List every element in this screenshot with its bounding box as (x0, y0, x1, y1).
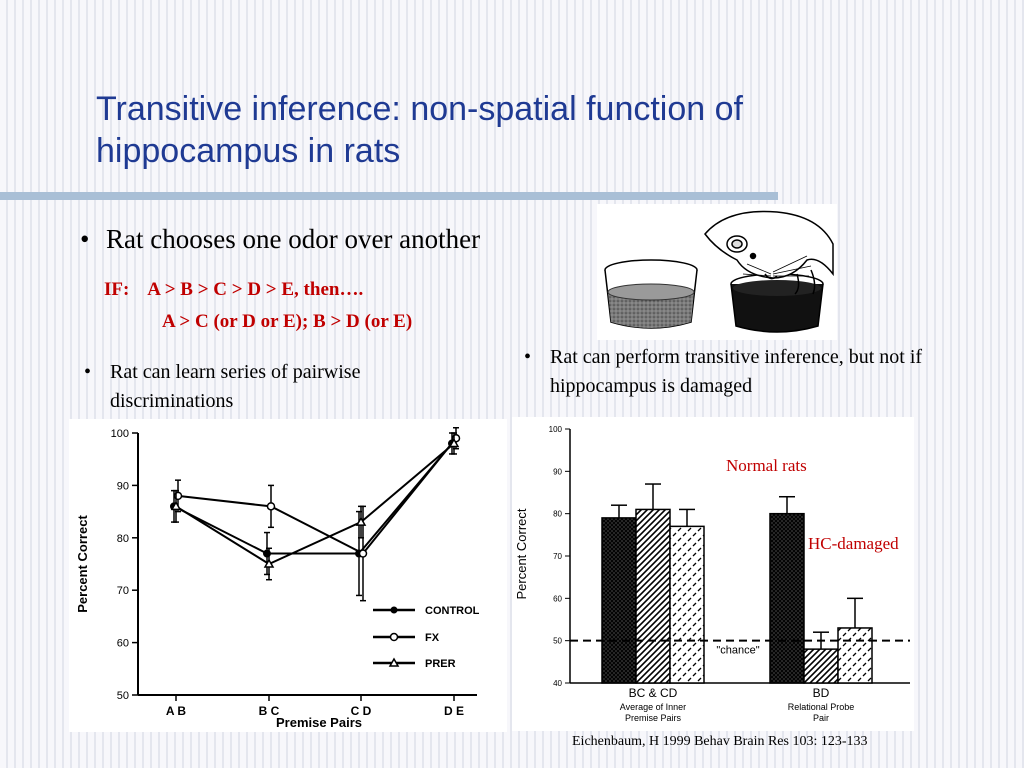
legend-label: FX (425, 632, 440, 644)
group-label: BC & CD (629, 686, 678, 700)
right-bullet: • Rat can perform transitive inference, b… (524, 343, 944, 401)
data-point-fx (266, 502, 276, 511)
y-axis-label: Percent Correct (75, 515, 90, 613)
chance-label-bg (708, 642, 768, 657)
y-tick-label: 90 (553, 467, 562, 476)
main-bullet-text: Rat chooses one odor over another (106, 224, 481, 254)
bullet-marker: • (84, 361, 92, 383)
y-tick-label: 100 (549, 425, 563, 434)
y-tick-label: 90 (117, 480, 129, 492)
y-tick-label: 50 (553, 637, 562, 646)
y-tick-label: 70 (117, 585, 129, 597)
y-tick-label: 80 (117, 533, 129, 545)
legend-marker (390, 606, 398, 614)
bullet-marker: • (524, 346, 532, 368)
group-sublabel-line2: Pair (813, 713, 829, 723)
right-bullet-text: Rat can perform transitive inference, bu… (550, 346, 923, 397)
legend-marker (388, 657, 400, 667)
x-tick-label: C D (351, 704, 372, 718)
bar-chart-svg: 100 90 80 70 60 50 40 Percent Correct BC & CD Ave… (514, 425, 910, 723)
y-axis-label: Percent Correct (514, 508, 529, 599)
bullet-marker: • (80, 224, 90, 254)
legend-label: CONTROL (425, 605, 480, 617)
group-sublabel-line2: Premise Pairs (625, 713, 682, 723)
left-bullet: • Rat can learn series of pairwise discri… (84, 358, 464, 416)
data-point-prer (263, 558, 275, 568)
bar (803, 648, 839, 684)
main-bullet: • Rat chooses one odor over another (80, 224, 480, 255)
if-line-1: IF: A > B > C > D > E, then…. (104, 279, 364, 300)
data-point-prer (170, 500, 182, 511)
title-divider (0, 192, 778, 200)
y-tick-label: 60 (117, 638, 129, 650)
x-tick-label: B C (259, 704, 280, 718)
group-sublabel-line1: Average of Inner (620, 702, 686, 712)
right-odor-cup (730, 273, 824, 333)
bar (669, 525, 705, 684)
premise-pairs-line-chart: 100 90 80 70 60 50 Percent Correct A B B C C D D E… (69, 419, 507, 732)
citation: Eichenbaum, H 1999 Behav Brain Res 103: … (572, 734, 868, 749)
rat-drawing (604, 210, 834, 333)
y-tick-label: 100 (111, 428, 129, 440)
data-point-fx (358, 549, 368, 558)
bar (601, 517, 637, 684)
series-line-control (173, 442, 453, 555)
y-tick-label: 70 (553, 552, 562, 561)
x-tick-label: D E (444, 704, 464, 718)
relational-probe-bar-chart: 100 90 80 70 60 50 40 Percent Correct BC & CD Ave… (512, 417, 914, 731)
legend-marker (389, 632, 399, 642)
legend-label: PRER (425, 658, 456, 670)
series-line-fx (177, 437, 457, 555)
rat-figure (704, 210, 834, 295)
y-tick-label: 60 (553, 594, 562, 603)
bar (837, 627, 873, 684)
line-chart-svg: 100 90 80 70 60 50 Percent Correct A B B C C D D E… (75, 427, 480, 730)
left-odor-cup (604, 259, 698, 329)
slide-title: Transitive inference: non-spatial functi… (96, 90, 743, 170)
group-label: BD (813, 686, 830, 700)
x-axis-label: Premise Pairs (276, 715, 362, 730)
y-tick-label: 50 (117, 690, 129, 702)
rat-odor-illustration (597, 204, 837, 340)
chance-label: "chance" (716, 645, 759, 657)
if-line-2: A > C (or D or E); B > D (or E) (162, 311, 413, 332)
hc-damaged-annotation: HC-damaged (808, 534, 899, 553)
data-point-prer (355, 516, 367, 526)
y-tick-label: 40 (553, 679, 562, 688)
left-bullet-text: Rat can learn series of pairwise discrim… (110, 361, 361, 412)
bar (635, 508, 671, 684)
data-point-prer (448, 437, 460, 448)
normal-rats-annotation: Normal rats (726, 456, 807, 475)
series-line-prer (175, 442, 455, 566)
group-sublabel-line1: Relational Probe (788, 702, 855, 712)
bar (769, 512, 805, 684)
x-tick-label: A B (166, 704, 187, 718)
y-tick-label: 80 (553, 510, 562, 519)
